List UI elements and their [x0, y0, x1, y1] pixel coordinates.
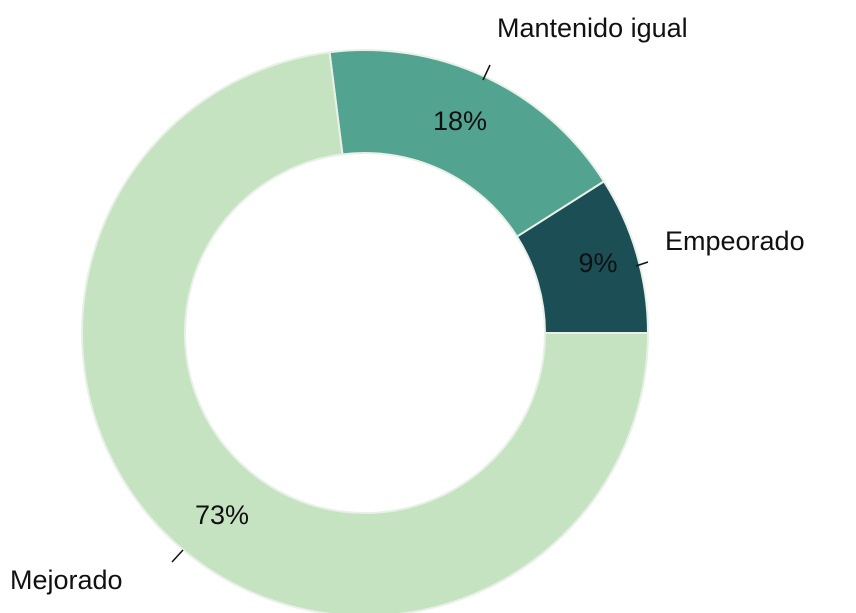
category-label: Mantenido igual: [497, 13, 688, 43]
category-label: Mejorado: [10, 565, 123, 595]
value-label: 9%: [578, 248, 617, 278]
category-label: Empeorado: [665, 226, 805, 256]
leader-line: [171, 549, 184, 563]
leader-line: [635, 261, 649, 267]
value-label: 18%: [433, 106, 487, 136]
value-label: 73%: [195, 500, 249, 530]
donut-segment: [81, 51, 650, 613]
donut-segment: [328, 49, 606, 238]
leader-line: [482, 64, 491, 81]
